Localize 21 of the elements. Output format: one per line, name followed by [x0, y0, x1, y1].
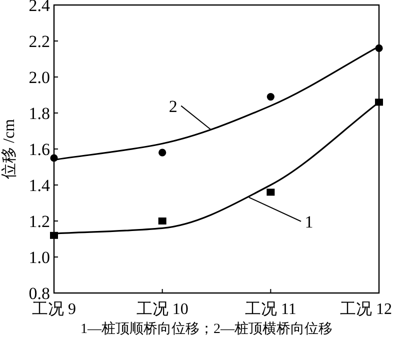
- y-tick-label: 1.0: [28, 248, 50, 267]
- point: [266, 93, 274, 101]
- legend-label: 2: [168, 96, 178, 116]
- y-tick-label: 1.2: [28, 212, 50, 231]
- x-tick-label: 工况 12: [340, 301, 392, 318]
- text: 1—桩顶顺桥向位移；2—桩顶横桥向位移: [80, 321, 332, 337]
- point: [266, 188, 275, 196]
- y-tick-label: 1.6: [28, 140, 50, 159]
- text: 1: [304, 212, 314, 232]
- y-tick-label: 1.4: [28, 176, 50, 195]
- y-tick-label: 1.8: [28, 104, 50, 123]
- x-tick-label: 工况 10: [136, 301, 188, 318]
- y-tick-label: 0.8: [28, 284, 50, 303]
- y-tick-label: 2.0: [28, 68, 50, 87]
- y-tick-label: 2.2: [28, 32, 50, 51]
- x-tick-label: 工况 11: [244, 301, 296, 318]
- y-tick-label: 2.4: [28, 0, 50, 15]
- x-tick-label: 工况 9: [32, 301, 76, 318]
- point: [158, 148, 166, 156]
- y-axis-title: 位移 /cm: [1, 118, 18, 179]
- point: [158, 218, 166, 224]
